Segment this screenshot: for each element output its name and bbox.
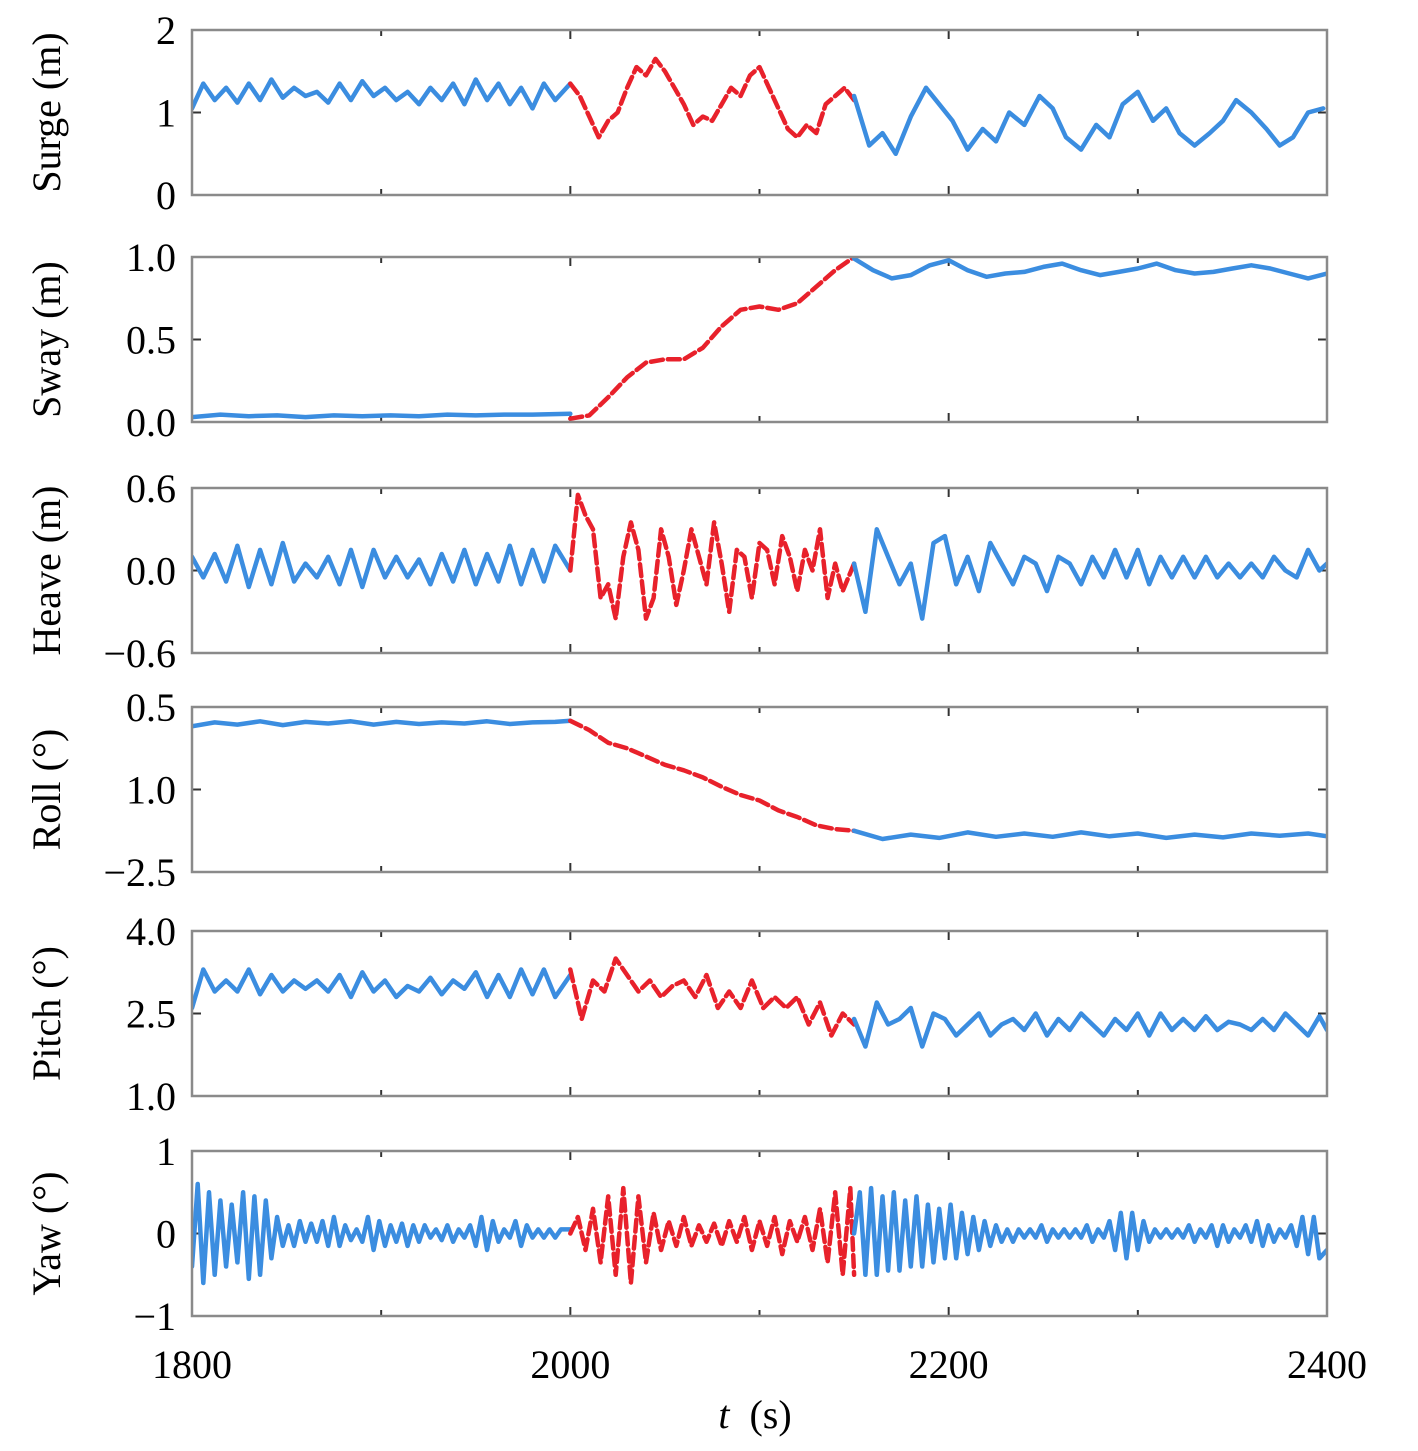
x-tick-label: 2400	[1287, 1342, 1367, 1387]
y-tick-label: 1.0	[126, 1074, 176, 1119]
y-tick-label: 1.0	[126, 768, 176, 813]
series-line-normal	[192, 1181, 573, 1286]
series-line-normal	[851, 828, 1327, 842]
series-line-normal	[192, 540, 573, 590]
panel-6: −1 0 1 Yaw (°)	[24, 1129, 1329, 1339]
y-tick-label: 0	[156, 173, 176, 218]
panel-frame	[190, 705, 1329, 874]
series-line-normal	[851, 1000, 1327, 1049]
chart-panels: 0 1 2 Surge (m) 0.0 0.5 1.0 Sway (m) −0.6 0.0 0.6 H…	[24, 8, 1329, 1339]
panel-series	[192, 718, 1327, 842]
y-tick-label: 0	[156, 1212, 176, 1257]
x-axis-label-var: t	[718, 1392, 730, 1437]
panel-frame	[190, 28, 1329, 197]
x-axis: t (s) 1800 2000 2200 2400	[152, 1342, 1367, 1437]
panel-series	[192, 1181, 1327, 1286]
panel-5: 1.0 2.5 4.0 Pitch (°)	[24, 909, 1329, 1119]
panel-2: 0.0 0.5 1.0 Sway (m)	[24, 235, 1329, 445]
series-line-highlight	[568, 956, 857, 1038]
x-axis-label: t (s)	[718, 1392, 791, 1437]
y-axis-label: Pitch (°)	[24, 946, 69, 1081]
panel-1: 0 1 2 Surge (m)	[24, 8, 1329, 218]
series-line-highlight	[568, 56, 857, 140]
series-line-highlight	[568, 718, 857, 834]
series-line-normal	[851, 527, 1327, 621]
series-line-normal	[192, 77, 573, 111]
y-tick-label: 1.0	[126, 235, 176, 280]
panel-3: −0.6 0.0 0.6 Heave (m)	[24, 466, 1329, 676]
panel-series	[192, 492, 1327, 621]
y-tick-label: 0.6	[126, 466, 176, 511]
panel-frame	[190, 486, 1329, 655]
y-tick-label: 1	[156, 1129, 176, 1174]
panel-series	[192, 56, 1326, 157]
y-tick-label: 0.0	[126, 549, 176, 594]
series-line-highlight	[568, 1185, 857, 1286]
x-tick-label: 2200	[909, 1342, 989, 1387]
series-line-normal	[192, 967, 573, 1011]
series-line-normal	[192, 718, 573, 729]
series-line-normal	[851, 257, 1327, 281]
series-line-highlight	[568, 492, 857, 621]
panel-series	[192, 257, 1327, 421]
y-axis-label: Heave (m)	[24, 486, 69, 656]
x-tick-label: 2000	[530, 1342, 610, 1387]
panel-4: −2.5 1.0 0.5 Roll (°)	[24, 685, 1329, 895]
x-tick-label: 1800	[152, 1342, 232, 1387]
y-tick-label: −1	[133, 1294, 176, 1339]
x-axis-label-unit: (s)	[749, 1392, 791, 1437]
y-tick-label: 0.5	[126, 318, 176, 363]
y-tick-label: −2.5	[103, 850, 176, 895]
panel-frame	[190, 255, 1329, 424]
y-tick-label: 4.0	[126, 909, 176, 954]
panel-series	[192, 956, 1327, 1049]
y-tick-label: 1	[156, 91, 176, 136]
y-axis-label: Sway (m)	[24, 261, 69, 418]
y-tick-label: 0.0	[126, 400, 176, 445]
y-tick-label: −0.6	[103, 631, 176, 676]
panel-frame	[190, 1149, 1329, 1318]
y-tick-label: 2.5	[126, 992, 176, 1037]
series-line-highlight	[568, 257, 857, 421]
y-axis-label: Yaw (°)	[24, 1171, 69, 1295]
series-line-normal	[851, 85, 1326, 157]
series-line-normal	[192, 411, 573, 420]
panel-frame	[190, 929, 1329, 1098]
series-line-normal	[851, 1185, 1327, 1278]
y-axis-label: Surge (m)	[24, 32, 69, 192]
y-tick-label: 2	[156, 8, 176, 53]
y-axis-label: Roll (°)	[24, 729, 69, 851]
y-tick-label: 0.5	[126, 685, 176, 730]
